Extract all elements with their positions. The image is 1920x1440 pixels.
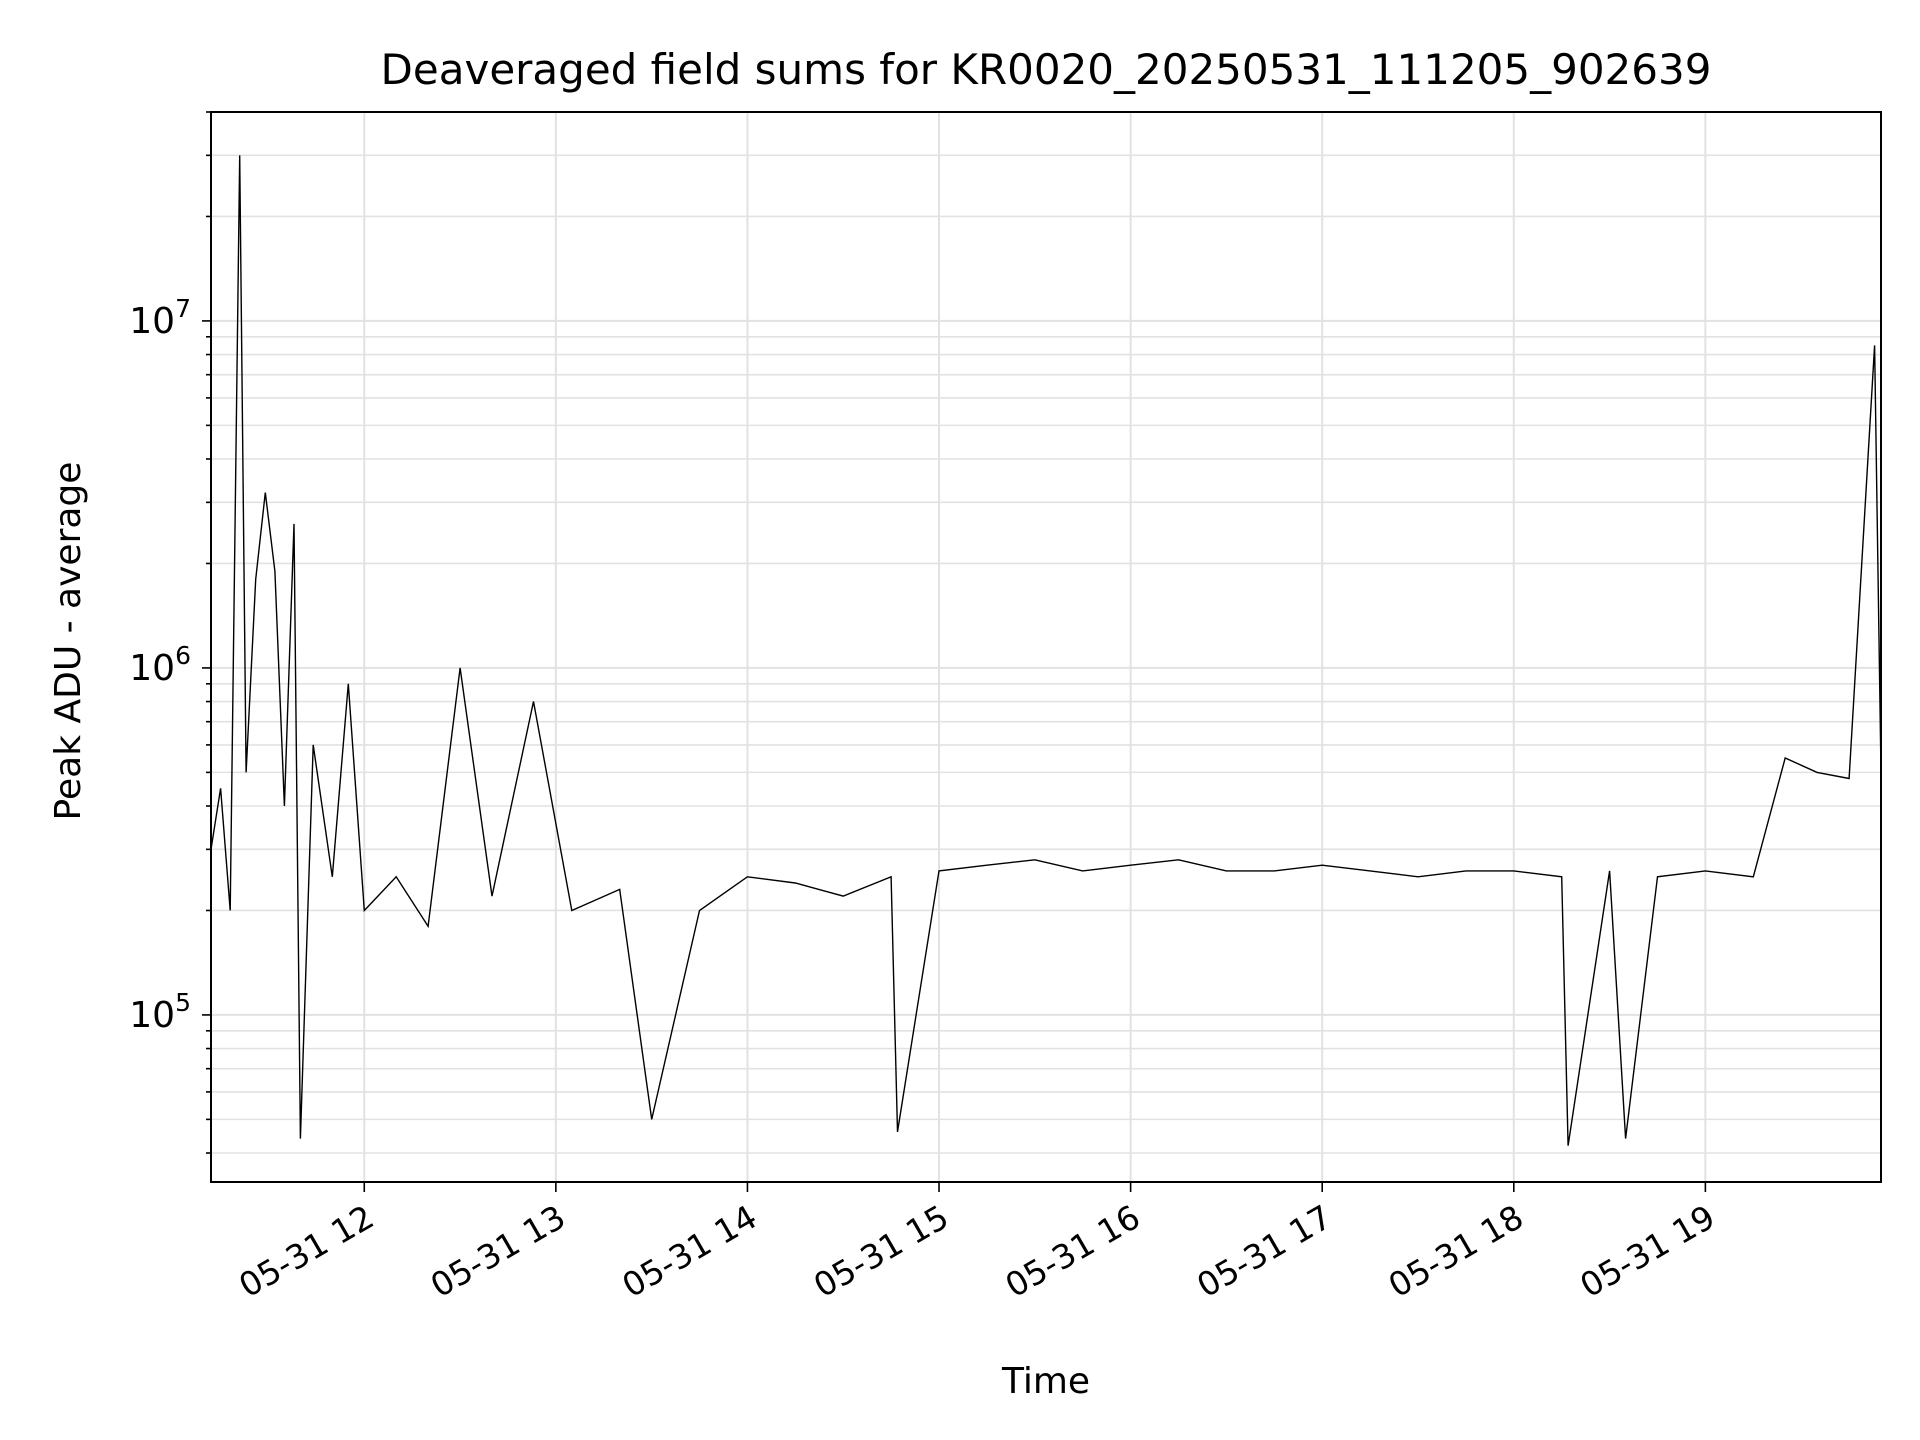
y-axis-label: Peak ADU - average [48,462,89,821]
x-axis-label: Time [1001,1361,1090,1402]
series-line [210,155,1882,1146]
x-tick-label: 05-31 15 [807,1197,955,1305]
data-series [210,155,1882,1146]
chart-title: Deaveraged field sums for KR0020_2025053… [381,45,1712,94]
y-tick-label: 107 [129,294,191,342]
plot-frame [210,111,1882,1183]
x-tick-label: 05-31 12 [232,1197,380,1305]
grid-lines [211,111,1881,1182]
y-tick-label: 105 [129,988,191,1036]
x-tick-label: 05-31 14 [615,1197,763,1305]
x-tick-label: 05-31 18 [1382,1197,1530,1305]
y-tick-label: 106 [129,641,191,689]
x-tick-label: 05-31 16 [999,1197,1147,1305]
x-tick-label: 05-31 13 [424,1197,572,1305]
x-tick-label: 05-31 17 [1190,1197,1338,1305]
x-tick-label: 05-31 19 [1573,1197,1721,1305]
axis-ticks: 05-31 12 05-31 13 05-31 14 05-31 15 05-31 16… [129,111,1721,1305]
